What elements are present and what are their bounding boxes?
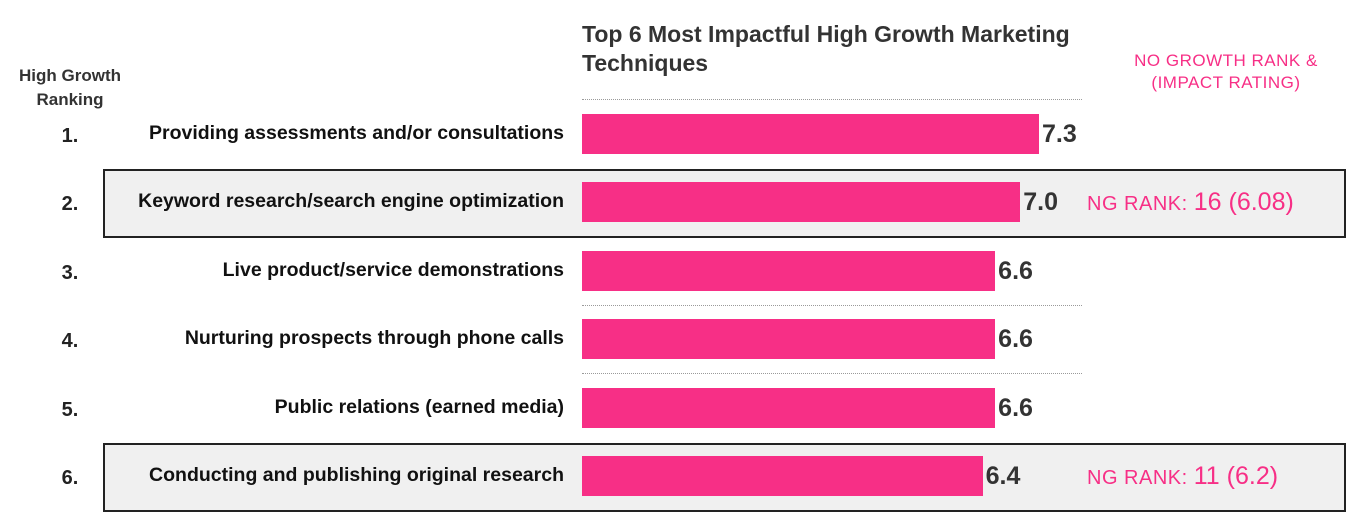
bar	[582, 456, 983, 496]
divider-line	[582, 99, 1082, 100]
rank-number: 3.	[61, 261, 79, 284]
bar	[582, 182, 1021, 223]
rank-number: 5.	[61, 398, 79, 421]
value-label: 6.6	[998, 256, 1033, 285]
bar	[582, 387, 996, 428]
rank-number: 2.	[61, 193, 79, 216]
divider-line	[582, 304, 1082, 306]
category-label: Live product/service demonstrations	[222, 258, 564, 281]
ng-rank-note: NG RANK: 16 (6.08)	[1087, 187, 1294, 221]
category-label: Nurturing prospects through phone calls	[184, 327, 564, 350]
no-growth-header: NO GROWTH RANK & (IMPACT RATING)	[1134, 51, 1318, 92]
category-label: Conducting and publishing original resea…	[149, 464, 564, 486]
rank-number: 1.	[61, 125, 79, 147]
category-label: Keyword research/search engine optimizat…	[138, 190, 564, 213]
ng-rank-prefix: NG RANK:	[1087, 467, 1194, 489]
bar	[582, 319, 996, 360]
ng-rank-note: NG RANK: 11 (6.2)	[1087, 461, 1278, 495]
value-label: 6.6	[998, 325, 1033, 354]
rank-number: 4.	[61, 330, 79, 353]
ranking-header: High Growth Ranking	[19, 66, 121, 109]
ng-rank-value: 11 (6.2)	[1193, 462, 1279, 490]
value-label: 6.6	[998, 393, 1033, 422]
rank-number: 6.	[61, 467, 79, 489]
divider-line	[582, 373, 1082, 375]
bar	[582, 250, 996, 291]
value-label: 7.0	[1023, 188, 1058, 217]
bar	[582, 114, 1039, 154]
value-label: 6.4	[985, 462, 1021, 490]
category-label: Providing assessments and/or consultatio…	[148, 122, 564, 144]
ng-rank-value: 16 (6.08)	[1193, 188, 1294, 217]
chart-title: Top 6 Most Impactful High Growth Marketi…	[582, 21, 1070, 76]
category-label: Public relations (earned media)	[274, 395, 564, 418]
ng-rank-prefix: NG RANK:	[1087, 193, 1194, 216]
value-label: 7.3	[1042, 120, 1077, 148]
